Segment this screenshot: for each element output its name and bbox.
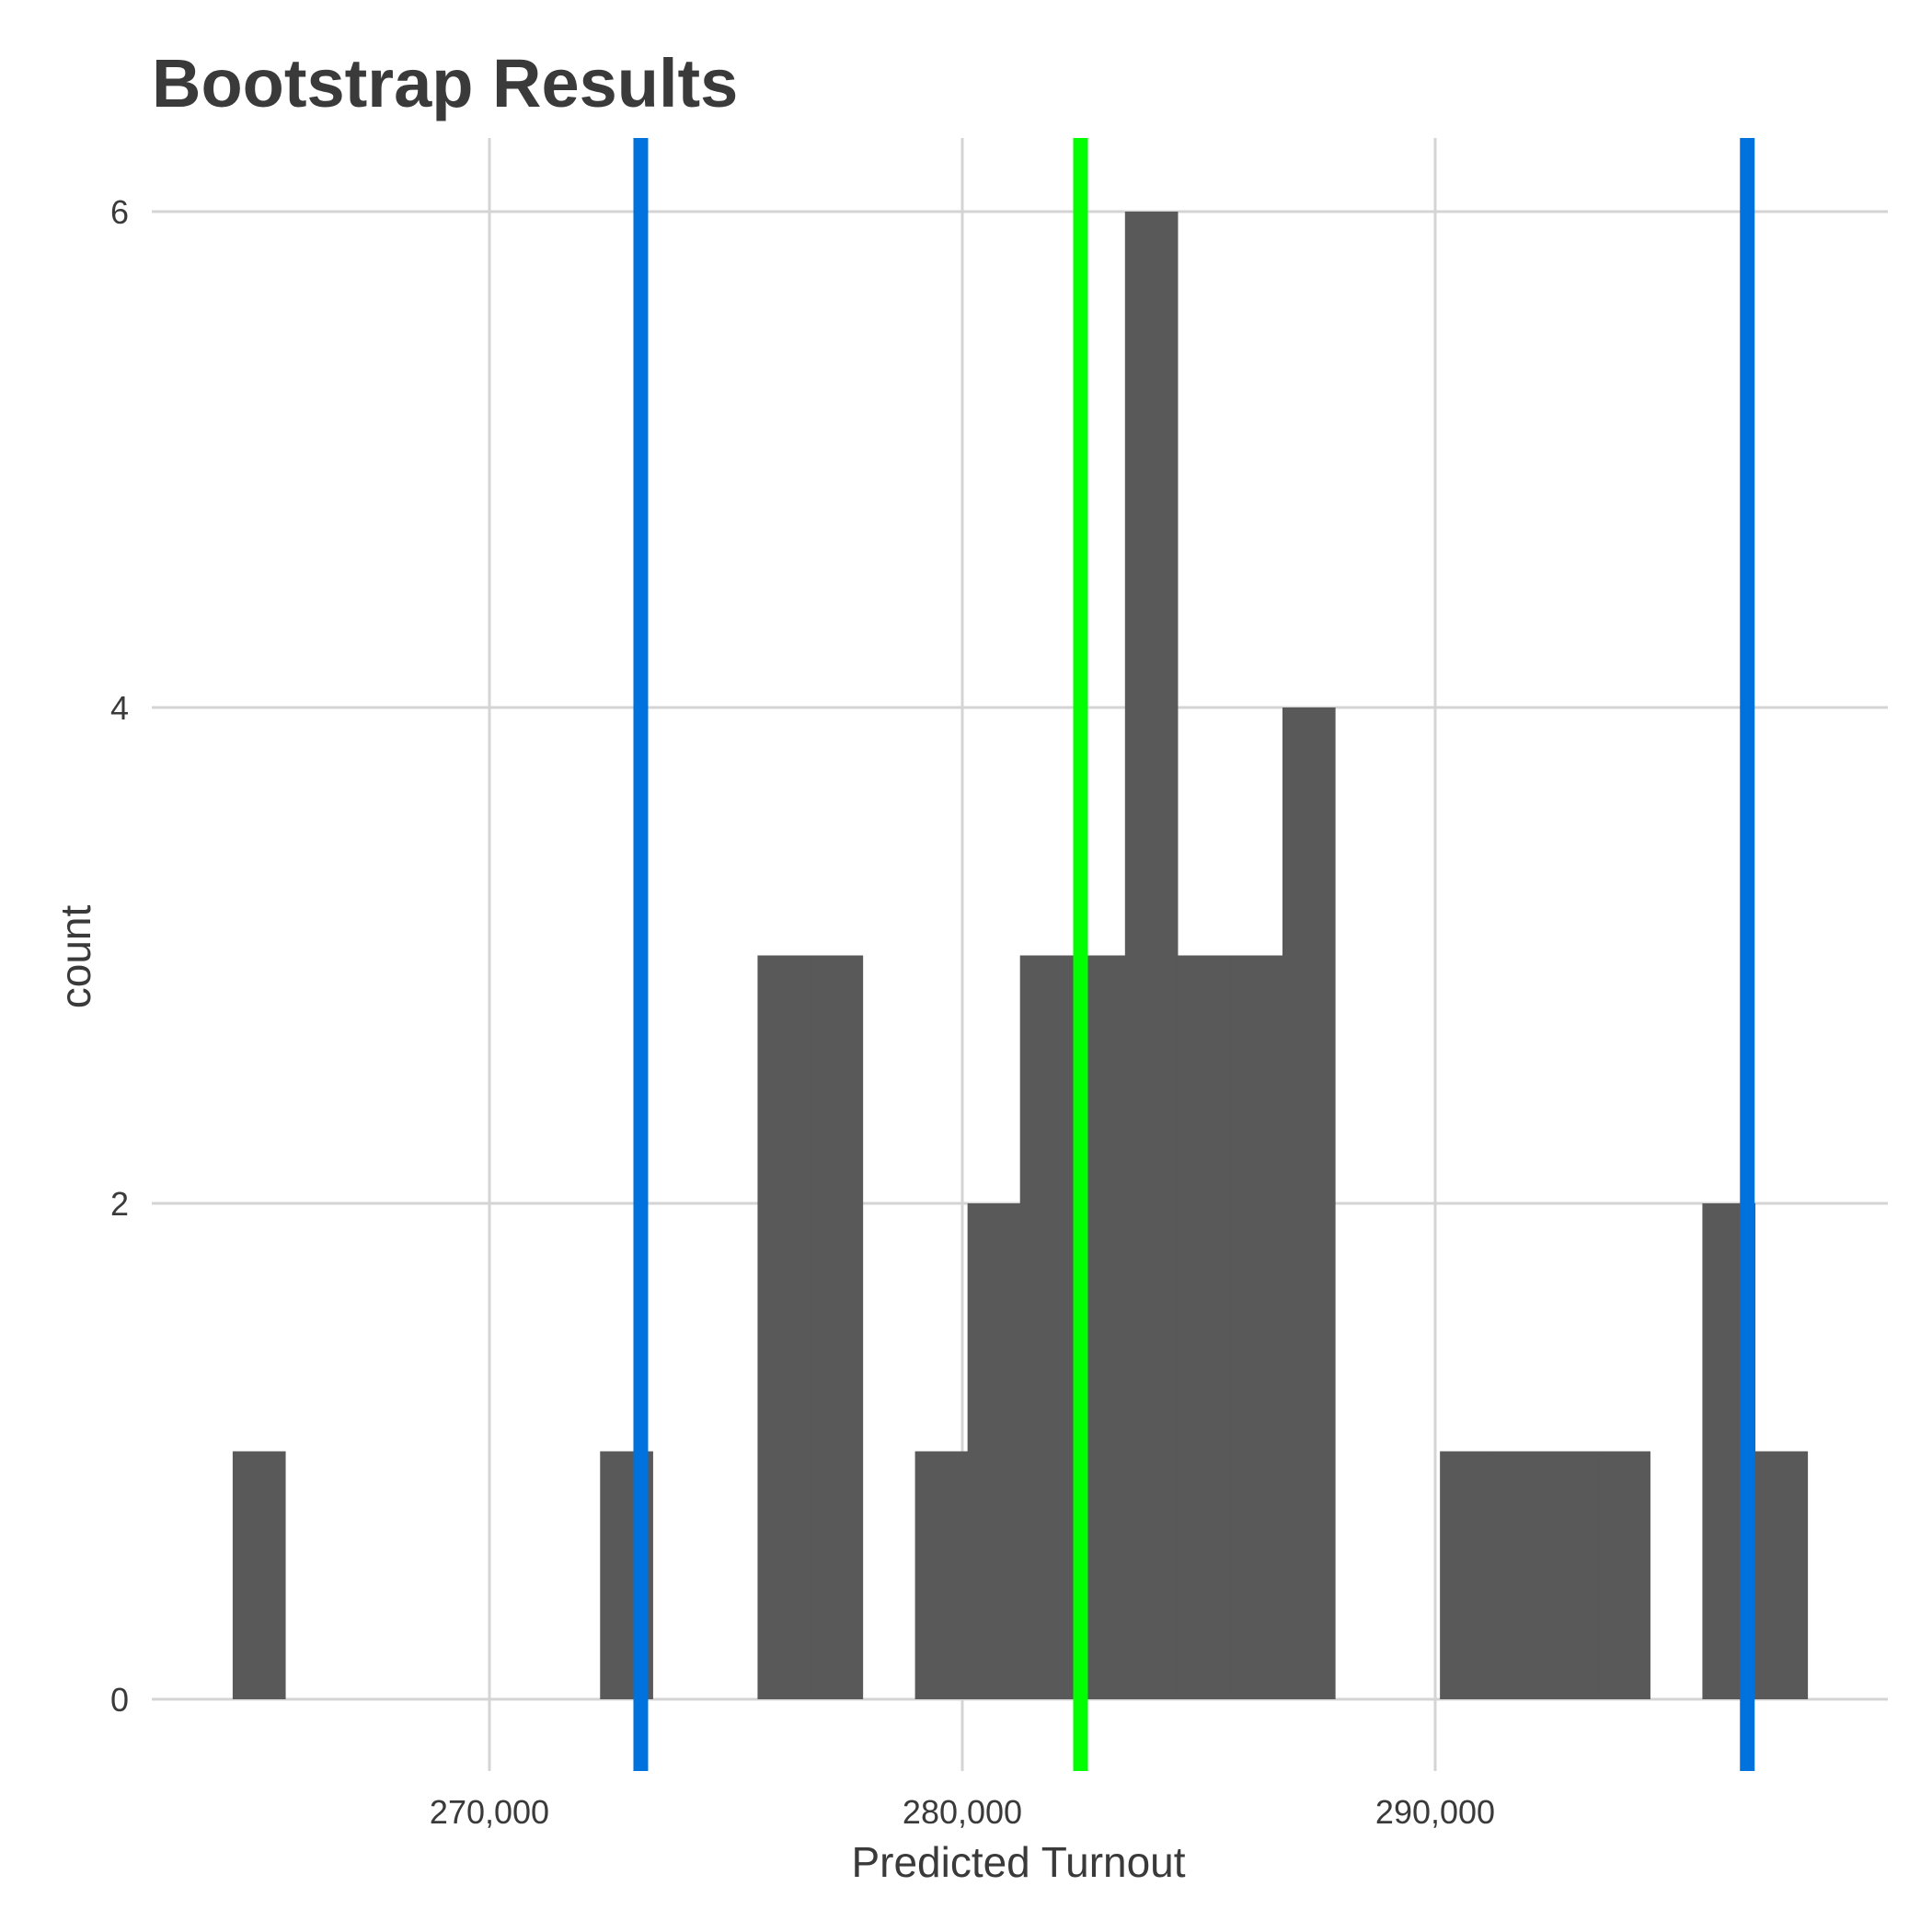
- histogram-bar: [1492, 1451, 1546, 1699]
- x-tick-label: 280,000: [903, 1793, 1022, 1831]
- y-tick-label: 2: [110, 1185, 129, 1223]
- y-tick-label: 6: [110, 193, 129, 231]
- histogram-bars: [232, 212, 1809, 1699]
- grid-lines: [152, 138, 1888, 1771]
- histogram-bar: [967, 1203, 1021, 1699]
- x-tick-label: 290,000: [1375, 1793, 1495, 1831]
- histogram-bar: [914, 1451, 969, 1699]
- histogram-bar: [1545, 1451, 1598, 1699]
- histogram-bar: [1754, 1451, 1809, 1699]
- x-tick-label: 270,000: [430, 1793, 549, 1831]
- chart-title: Bootstrap Results: [152, 45, 738, 121]
- histogram-bar: [1124, 212, 1179, 1699]
- y-axis-label: count: [52, 905, 99, 1009]
- x-axis-label: Predicted Turnout: [851, 1838, 1185, 1886]
- y-tick-label: 0: [110, 1681, 129, 1719]
- histogram-bar: [1597, 1451, 1650, 1699]
- y-tick-labels: 0 2 4 6: [110, 193, 129, 1719]
- histogram-bar: [232, 1451, 286, 1699]
- x-tick-labels: 270,000 280,000 290,000: [430, 1793, 1495, 1831]
- histogram-bar: [757, 955, 811, 1699]
- histogram-bar: [1177, 955, 1231, 1699]
- histogram-bar: [1282, 707, 1336, 1699]
- histogram-bar: [810, 955, 864, 1699]
- histogram-bar: [1019, 955, 1074, 1699]
- histogram-bar: [1440, 1451, 1493, 1699]
- reference-lines: [633, 138, 1755, 1771]
- histogram-bar: [1229, 955, 1283, 1699]
- y-tick-label: 4: [110, 689, 129, 727]
